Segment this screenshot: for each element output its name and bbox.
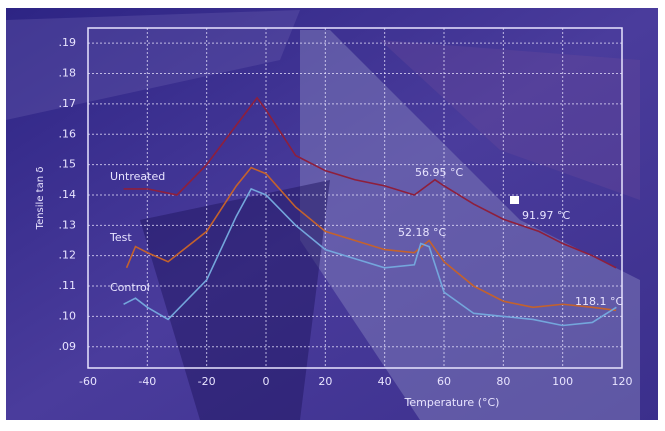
y-tick-label: .16: [59, 127, 77, 140]
x-tick-label: 0: [263, 375, 270, 388]
x-tick-label: 20: [318, 375, 332, 388]
y-tick-label: .12: [59, 249, 77, 262]
x-tick-label: 80: [496, 375, 510, 388]
y-tick-label: .15: [59, 158, 77, 171]
series-label: Test: [109, 231, 132, 244]
annotation: 118.1 °C: [575, 295, 623, 308]
y-tick-label: .19: [59, 36, 77, 49]
annotation: 56.95 °C: [415, 166, 463, 179]
series-label: Control: [110, 281, 150, 294]
x-axis-label: Temperature (°C): [404, 396, 500, 409]
x-tick-label: -20: [198, 375, 216, 388]
y-tick-label: .11: [59, 279, 77, 292]
annotation: 52.18 °C: [398, 226, 446, 239]
y-tick-label: .18: [59, 67, 77, 80]
annotation: 91.97 °C: [522, 209, 570, 222]
x-tick-label: -60: [79, 375, 97, 388]
x-tick-label: -40: [138, 375, 156, 388]
y-tick-label: .09: [59, 340, 77, 353]
x-tick-label: 60: [437, 375, 451, 388]
y-tick-label: .10: [59, 309, 77, 322]
series-label: Untreated: [110, 170, 165, 183]
x-tick-label: 100: [552, 375, 573, 388]
x-tick-label: 120: [612, 375, 633, 388]
y-tick-label: .17: [59, 97, 77, 110]
page: Temperature (°C) Tensile tan δ .09 .10 .11…: [0, 0, 665, 427]
y-tick-label: .14: [59, 188, 77, 201]
marker-square: [510, 196, 519, 204]
x-tick-label: 40: [378, 375, 392, 388]
y-tick-label: .13: [59, 218, 77, 231]
chart: Temperature (°C) Tensile tan δ .09 .10 .11…: [0, 0, 665, 427]
y-axis-label: Tensile tan δ: [35, 167, 46, 231]
